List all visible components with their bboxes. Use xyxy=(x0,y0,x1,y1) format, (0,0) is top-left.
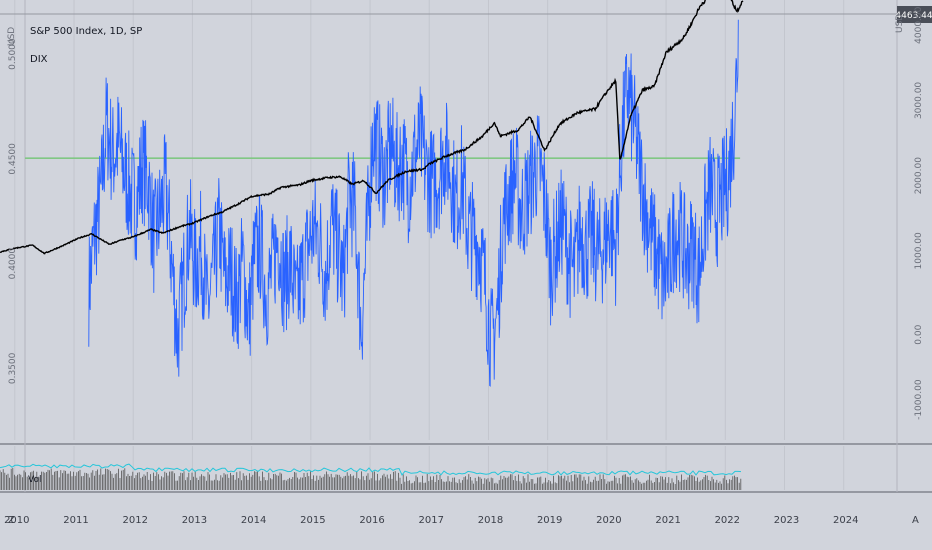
x-tick-label: 2015 xyxy=(300,515,325,526)
last-price-group: 4463.44 xyxy=(0,6,932,23)
last-price-tag xyxy=(897,6,932,23)
left-axis-unit: USD xyxy=(7,27,17,46)
legend-dix[interactable]: DIX xyxy=(30,54,48,65)
volume-bars xyxy=(0,468,742,490)
last-price-value: 4463.44 xyxy=(895,11,932,21)
x-tick-label: 2011 xyxy=(63,515,88,526)
left-tick-label: 0.5000 xyxy=(8,38,18,70)
dix-line xyxy=(88,19,739,387)
right-tick-label: 4000.00 xyxy=(914,6,924,43)
volume-label: Vol xyxy=(28,475,41,485)
right-axis-unit: USD xyxy=(895,14,905,33)
left-axis-ticks: 0.5000 0.4500 0.4000 0.3500 xyxy=(8,38,18,384)
x-tick-label: 2022 xyxy=(715,515,740,526)
x-tick-label: 2016 xyxy=(359,515,384,526)
volume-average-line xyxy=(0,463,742,476)
x-tick-label: 2021 xyxy=(655,515,680,526)
x-tick-label: 2017 xyxy=(419,515,444,526)
zoom-button[interactable]: Z xyxy=(8,515,15,526)
volume-pane xyxy=(0,463,742,490)
left-tick-label: 0.3500 xyxy=(8,352,18,384)
spx-line xyxy=(0,0,744,255)
right-tick-label: -1000.00 xyxy=(914,379,924,420)
x-tick-label: 2012 xyxy=(122,515,147,526)
left-tick-label: 0.4000 xyxy=(8,248,18,280)
left-tick-label: 0.4500 xyxy=(8,143,18,175)
x-tick-label: 2023 xyxy=(774,515,799,526)
auto-scale-button[interactable]: A xyxy=(912,515,919,526)
spx-series xyxy=(0,0,744,255)
x-tick-label: 2019 xyxy=(537,515,562,526)
right-tick-label: 1000.00 xyxy=(914,232,924,269)
x-tick-label: 2013 xyxy=(182,515,207,526)
x-axis-ticks: 2010 2011 2012 2013 2014 2015 2016 2017 2018 2019… xyxy=(4,515,858,526)
x-tick-label: 2018 xyxy=(478,515,503,526)
x-tick-label: 2024 xyxy=(833,515,858,526)
right-axis-ticks: 4000.00 3000.00 2000.00 1000.00 0.00 -1000.00 xyxy=(914,6,924,420)
dix-series xyxy=(88,19,739,387)
right-tick-label: 2000.00 xyxy=(914,157,924,194)
x-tick-label: 2020 xyxy=(596,515,621,526)
legend-title[interactable]: S&P 500 Index, 1D, SP xyxy=(30,26,142,37)
x-tick-label: 2014 xyxy=(241,515,266,526)
x-tick-label: 2010 xyxy=(4,515,29,526)
right-tick-label: 0.00 xyxy=(914,324,924,344)
right-tick-label: 3000.00 xyxy=(914,82,924,119)
